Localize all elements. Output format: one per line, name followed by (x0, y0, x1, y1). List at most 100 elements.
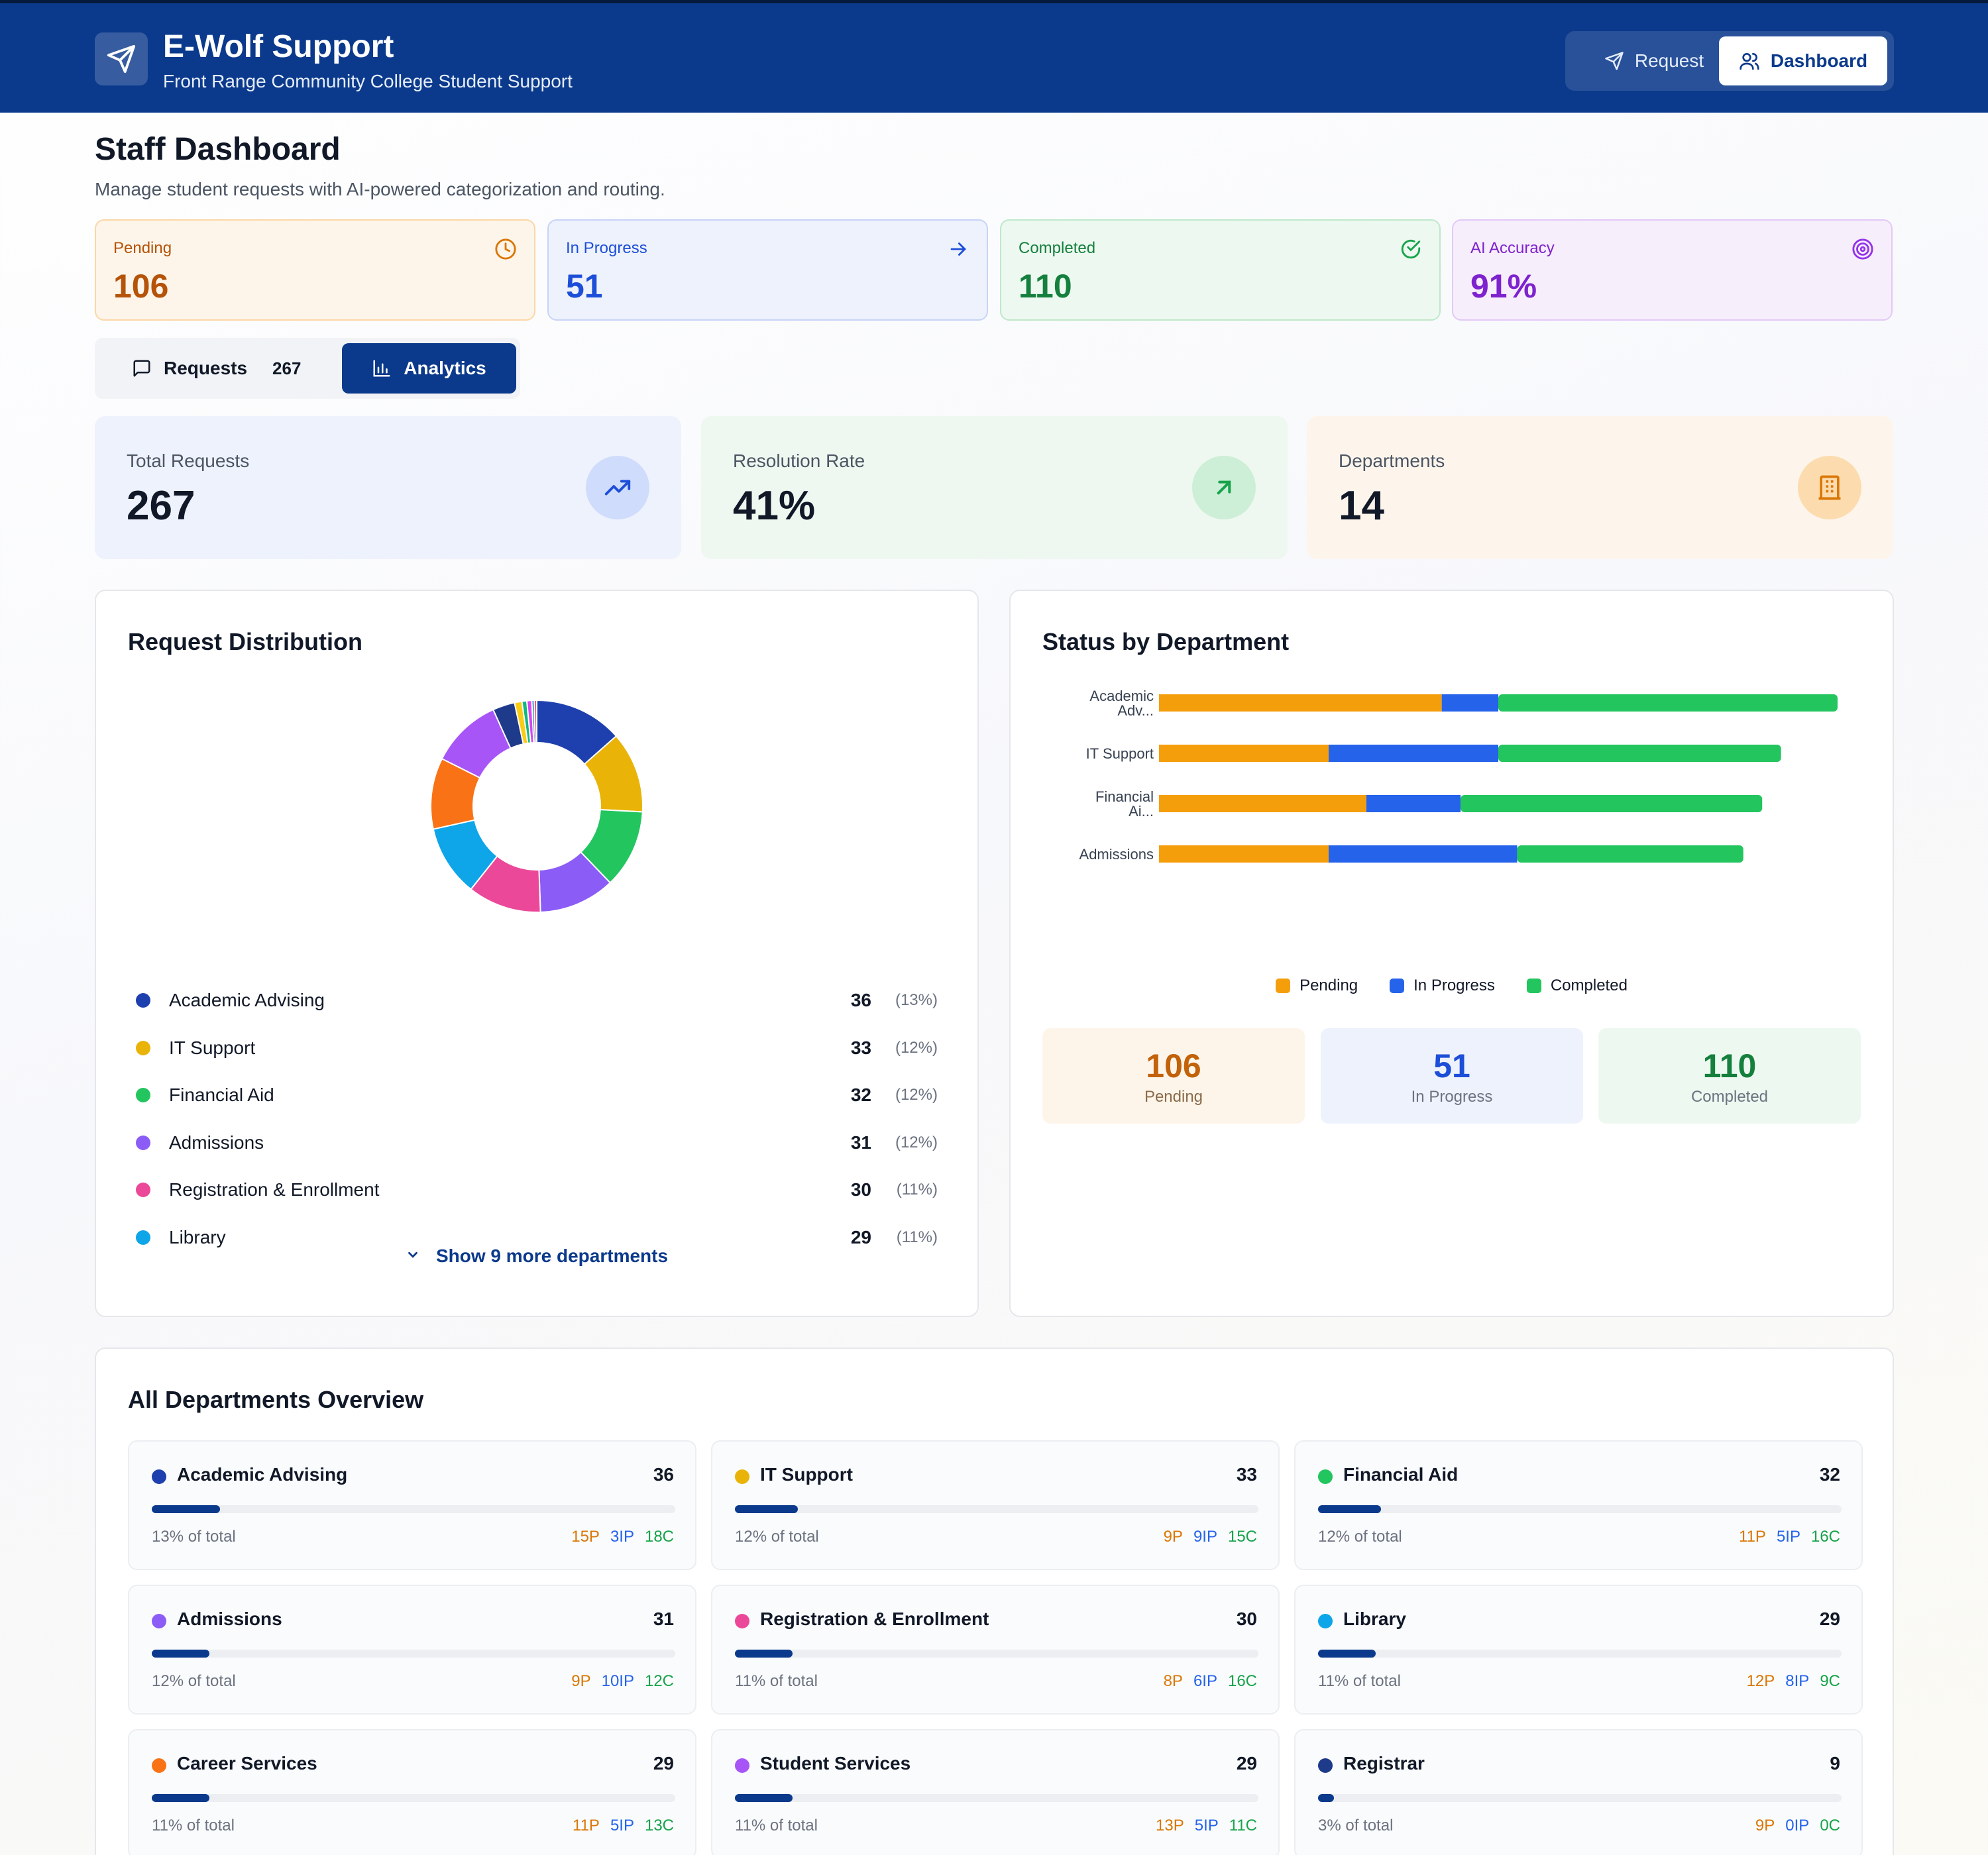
status-bar-segment[interactable] (1498, 694, 1838, 712)
distribution-legend-row: Admissions 31 (12%) (136, 1126, 938, 1159)
department-pending-count: 9P (571, 1672, 591, 1690)
completed-stat-card: Completed 110 (1000, 219, 1441, 321)
department-share-fill (152, 1505, 220, 1513)
department-status-breakdown: 9P 0IP 0C (1755, 1817, 1840, 1835)
department-color-dot (1318, 1614, 1333, 1628)
in-progress-value: 51 (566, 268, 603, 305)
legend-dept-pct: (12%) (895, 1133, 938, 1151)
legend-color-dot (136, 1088, 150, 1102)
department-pending-count: 9P (1755, 1817, 1775, 1834)
legend-dept-name: Financial Aid (169, 1085, 274, 1105)
pending-total-box: 106 Pending (1042, 1028, 1305, 1124)
status-bar-segment[interactable] (1441, 694, 1498, 712)
distribution-legend-row: Academic Advising 36 (13%) (136, 984, 938, 1017)
department-count: 32 (1819, 1464, 1840, 1485)
bar-category-label: Admissions (1079, 846, 1154, 863)
department-in-progress-count: 10IP (601, 1672, 634, 1690)
department-share-track (1318, 1505, 1842, 1513)
send-icon (1605, 52, 1624, 70)
status-bar-segment[interactable] (1329, 745, 1498, 762)
department-in-progress-count: 5IP (1194, 1817, 1219, 1834)
completed-total-label: Completed (1690, 1088, 1769, 1106)
status-bar-segment[interactable] (1159, 795, 1366, 812)
distribution-legend-row: Financial Aid 32 (12%) (136, 1079, 938, 1112)
departments-card: Departments 14 (1307, 416, 1893, 559)
request-distribution-title: Request Distribution (128, 628, 363, 655)
distribution-donut-chart (430, 699, 643, 913)
show-more-departments-button[interactable]: Show 9 more departments (96, 1246, 977, 1267)
department-status-breakdown: 9P 10IP 12C (571, 1672, 674, 1691)
status-bar-segment[interactable] (1366, 795, 1461, 812)
tab-requests[interactable]: Requests 267 (101, 343, 320, 394)
status-bar-segment[interactable] (1329, 845, 1518, 863)
department-color-dot (735, 1469, 749, 1484)
legend-dept-count: 33 (850, 1037, 871, 1058)
status-bar-segment[interactable] (1159, 845, 1329, 863)
legend-color-dot (136, 1183, 150, 1197)
show-more-label: Show 9 more departments (435, 1246, 669, 1266)
department-color-dot (735, 1758, 749, 1773)
bar-chart-icon (373, 360, 390, 377)
all-departments-title: All Departments Overview (128, 1386, 424, 1413)
resolution-rate-value: 41% (733, 483, 816, 529)
department-card[interactable]: Admissions 31 12% of total 9P 10IP 12C (128, 1585, 696, 1715)
department-card[interactable]: Library 29 11% of total 12P 8IP 9C (1294, 1585, 1863, 1715)
tab-analytics[interactable]: Analytics (342, 343, 516, 394)
paper-plane-icon (95, 32, 148, 85)
departments-label: Departments (1339, 450, 1445, 471)
department-name: Registrar (1343, 1753, 1425, 1774)
arrow-up-right-icon (1192, 456, 1256, 519)
legend-pending: Pending (1276, 977, 1358, 995)
clock-icon (495, 238, 516, 260)
all-departments-panel: All Departments Overview Academic Advisi… (95, 1348, 1894, 1855)
department-card[interactable]: Registration & Enrollment 30 11% of total 8… (711, 1585, 1280, 1715)
department-card[interactable]: Career Services 29 11% of total 11P 5IP 13C (128, 1729, 696, 1855)
target-icon (1852, 238, 1873, 260)
request-nav-button[interactable]: Request (1574, 36, 1734, 85)
donut-slice[interactable] (533, 699, 537, 744)
department-card[interactable]: Student Services 29 11% of total 13P 5IP 11C (711, 1729, 1280, 1855)
status-bar-segment[interactable] (1159, 694, 1442, 712)
distribution-legend-row: IT Support 33 (12%) (136, 1032, 938, 1065)
department-status-breakdown: 13P 5IP 11C (1156, 1817, 1257, 1835)
department-count: 33 (1236, 1464, 1257, 1485)
department-card[interactable]: Financial Aid 32 12% of total 11P 5IP 16C (1294, 1440, 1863, 1570)
department-completed-count: 12C (644, 1672, 674, 1690)
department-share-text: 12% of total (735, 1528, 819, 1546)
department-count: 9 (1830, 1753, 1840, 1774)
department-share-track (735, 1794, 1258, 1802)
legend-color-dot (136, 1230, 150, 1245)
bar-category-label: Ai... (1129, 803, 1154, 820)
legend-dept-name: Library (169, 1226, 226, 1247)
department-share-text: 11% of total (1318, 1672, 1401, 1690)
pending-stat-card: Pending 106 (95, 219, 535, 321)
status-bar-segment[interactable] (1498, 745, 1781, 762)
department-share-text: 12% of total (152, 1672, 236, 1690)
bar-category-label: Financial (1095, 788, 1154, 805)
check-circle-icon (1401, 239, 1421, 259)
department-card[interactable]: Registrar 9 3% of total 9P 0IP 0C (1294, 1729, 1863, 1855)
department-name: IT Support (760, 1464, 853, 1485)
status-bar-segment[interactable] (1461, 795, 1763, 812)
distribution-legend-row: Library 29 (11%) (136, 1221, 938, 1254)
department-count: 29 (1236, 1753, 1257, 1774)
legend-dept-name: Admissions (169, 1132, 264, 1153)
in-progress-total-box: 51 In Progress (1321, 1028, 1583, 1124)
department-status-breakdown: 11P 5IP 16C (1739, 1528, 1840, 1546)
department-pending-count: 8P (1163, 1672, 1183, 1690)
department-card[interactable]: Academic Advising 36 13% of total 15P 3IP 18C (128, 1440, 696, 1570)
status-bar-segment[interactable] (1517, 845, 1743, 863)
department-card[interactable]: IT Support 33 12% of total 9P 9IP 15C (711, 1440, 1280, 1570)
pending-label: Pending (113, 239, 172, 257)
chevron-down-icon (406, 1246, 420, 1267)
pending-value: 106 (113, 268, 169, 305)
dashboard-nav-button[interactable]: Dashboard (1719, 36, 1887, 85)
status-legend: Pending In Progress Completed (1011, 977, 1893, 995)
resolution-rate-label: Resolution Rate (733, 450, 865, 471)
request-nav-label: Request (1634, 50, 1704, 71)
status-bar-segment[interactable] (1159, 745, 1329, 762)
legend-dept-pct: (12%) (895, 1086, 938, 1104)
department-in-progress-count: 3IP (610, 1528, 634, 1546)
department-share-fill (152, 1650, 209, 1658)
